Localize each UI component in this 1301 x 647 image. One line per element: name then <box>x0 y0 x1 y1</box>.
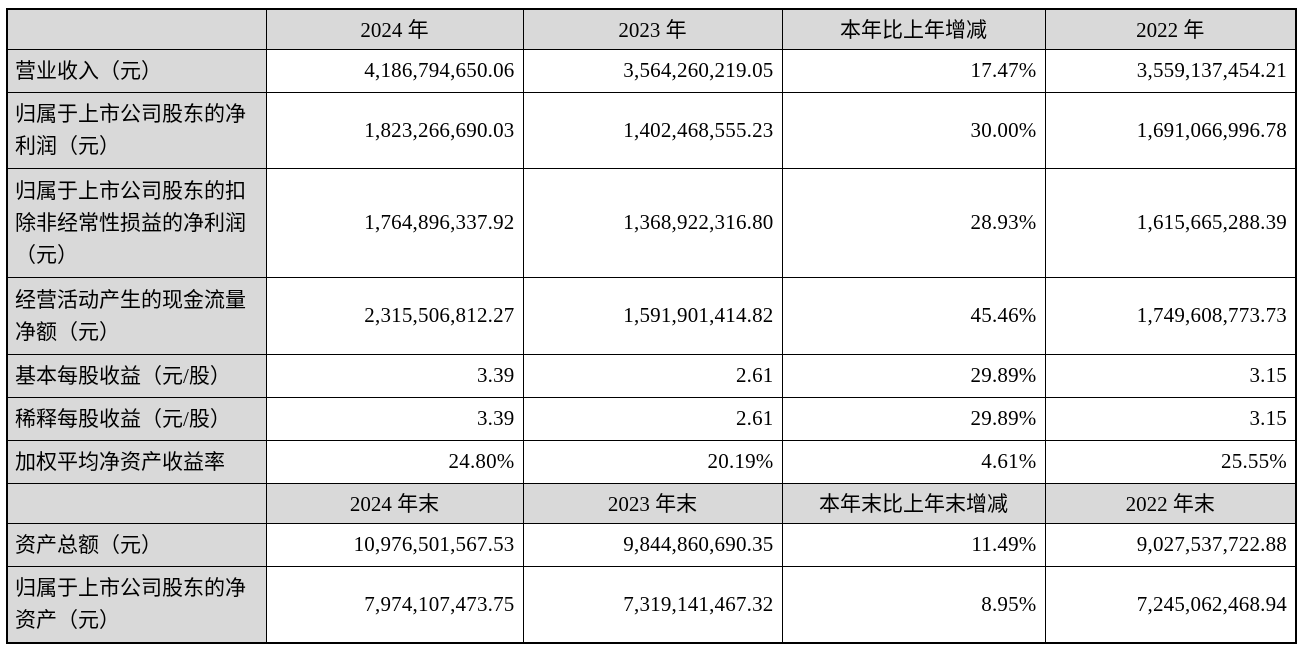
table-header-row-year-end: 2024 年末 2023 年末 本年末比上年末增减 2022 年末 <box>6 482 1297 524</box>
column-header-empty <box>6 482 267 524</box>
cell-value: 8.95% <box>781 565 1046 644</box>
row-label: 营业收入（元） <box>6 48 267 93</box>
cell-value: 4.61% <box>781 439 1046 484</box>
row-label: 归属于上市公司股东的净利润（元） <box>6 91 267 169</box>
cell-value: 17.47% <box>781 48 1046 93</box>
column-header-2024-end: 2024 年末 <box>265 482 524 524</box>
cell-value: 1,823,266,690.03 <box>265 91 524 169</box>
table-row-total-assets: 资产总额（元） 10,976,501,567.53 9,844,860,690.… <box>6 522 1297 567</box>
cell-value: 10,976,501,567.53 <box>265 522 524 567</box>
cell-value: 29.89% <box>781 353 1046 398</box>
cell-value: 7,245,062,468.94 <box>1044 565 1297 644</box>
column-header-2022-end: 2022 年末 <box>1044 482 1297 524</box>
table-header-row-annual: 2024 年 2023 年 本年比上年增减 2022 年 <box>6 8 1297 50</box>
column-header-2022: 2022 年 <box>1044 8 1297 50</box>
cell-value: 3,559,137,454.21 <box>1044 48 1297 93</box>
table-row-diluted-eps: 稀释每股收益（元/股） 3.39 2.61 29.89% 3.15 <box>6 396 1297 441</box>
table-row-weighted-avg-roe: 加权平均净资产收益率 24.80% 20.19% 4.61% 25.55% <box>6 439 1297 484</box>
cell-value: 3.39 <box>265 353 524 398</box>
row-label: 归属于上市公司股东的净资产（元） <box>6 565 267 644</box>
cell-value: 3,564,260,219.05 <box>522 48 783 93</box>
cell-value: 7,974,107,473.75 <box>265 565 524 644</box>
column-header-2023: 2023 年 <box>522 8 783 50</box>
cell-value: 9,844,860,690.35 <box>522 522 783 567</box>
cell-value: 11.49% <box>781 522 1046 567</box>
cell-value: 2,315,506,812.27 <box>265 276 524 355</box>
row-label: 稀释每股收益（元/股） <box>6 396 267 441</box>
cell-value: 45.46% <box>781 276 1046 355</box>
cell-value: 2.61 <box>522 353 783 398</box>
cell-value: 1,691,066,996.78 <box>1044 91 1297 169</box>
cell-value: 1,368,922,316.80 <box>522 167 783 278</box>
column-header-year-end-change: 本年末比上年末增减 <box>781 482 1046 524</box>
cell-value: 1,402,468,555.23 <box>522 91 783 169</box>
cell-value: 7,319,141,467.32 <box>522 565 783 644</box>
cell-value: 3.15 <box>1044 396 1297 441</box>
table-row-net-profit-excl-nonrecurring: 归属于上市公司股东的扣除非经常性损益的净利润（元） 1,764,896,337.… <box>6 167 1297 278</box>
cell-value: 3.39 <box>265 396 524 441</box>
row-label: 归属于上市公司股东的扣除非经常性损益的净利润（元） <box>6 167 267 278</box>
cell-value: 30.00% <box>781 91 1046 169</box>
table-row-operating-cash-flow: 经营活动产生的现金流量净额（元） 2,315,506,812.27 1,591,… <box>6 276 1297 355</box>
cell-value: 29.89% <box>781 396 1046 441</box>
table-row-basic-eps: 基本每股收益（元/股） 3.39 2.61 29.89% 3.15 <box>6 353 1297 398</box>
cell-value: 1,764,896,337.92 <box>265 167 524 278</box>
cell-value: 1,615,665,288.39 <box>1044 167 1297 278</box>
row-label: 经营活动产生的现金流量净额（元） <box>6 276 267 355</box>
cell-value: 1,591,901,414.82 <box>522 276 783 355</box>
column-header-empty <box>6 8 267 50</box>
table-row-net-assets: 归属于上市公司股东的净资产（元） 7,974,107,473.75 7,319,… <box>6 565 1297 644</box>
cell-value: 25.55% <box>1044 439 1297 484</box>
cell-value: 28.93% <box>781 167 1046 278</box>
row-label: 资产总额（元） <box>6 522 267 567</box>
cell-value: 9,027,537,722.88 <box>1044 522 1297 567</box>
row-label: 加权平均净资产收益率 <box>6 439 267 484</box>
financial-summary-table: 2024 年 2023 年 本年比上年增减 2022 年 营业收入（元） 4,1… <box>6 8 1297 644</box>
column-header-yoy-change: 本年比上年增减 <box>781 8 1046 50</box>
column-header-2024: 2024 年 <box>265 8 524 50</box>
column-header-2023-end: 2023 年末 <box>522 482 783 524</box>
cell-value: 24.80% <box>265 439 524 484</box>
cell-value: 1,749,608,773.73 <box>1044 276 1297 355</box>
row-label: 基本每股收益（元/股） <box>6 353 267 398</box>
table-row-revenue: 营业收入（元） 4,186,794,650.06 3,564,260,219.0… <box>6 48 1297 93</box>
cell-value: 3.15 <box>1044 353 1297 398</box>
table-row-net-profit: 归属于上市公司股东的净利润（元） 1,823,266,690.03 1,402,… <box>6 91 1297 169</box>
cell-value: 4,186,794,650.06 <box>265 48 524 93</box>
cell-value: 20.19% <box>522 439 783 484</box>
cell-value: 2.61 <box>522 396 783 441</box>
